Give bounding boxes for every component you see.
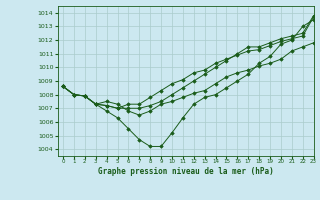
X-axis label: Graphe pression niveau de la mer (hPa): Graphe pression niveau de la mer (hPa) bbox=[98, 167, 274, 176]
